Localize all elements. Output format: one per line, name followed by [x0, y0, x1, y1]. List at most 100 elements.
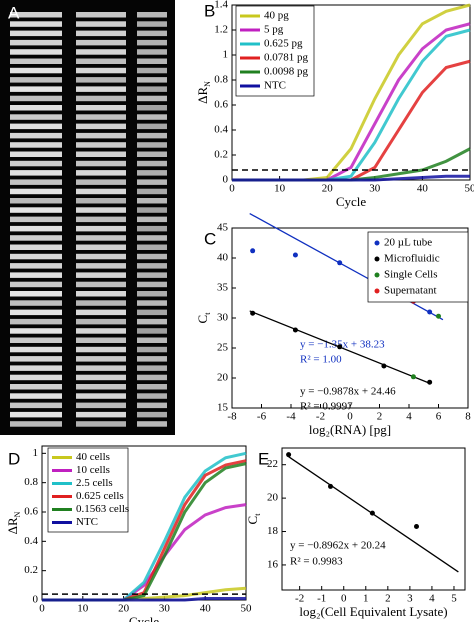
x-tick-label: -4: [286, 411, 296, 423]
legend-box: [47, 447, 129, 533]
chamber: [137, 300, 167, 306]
chamber: [10, 216, 62, 223]
chamber: [76, 142, 126, 148]
chamber: [76, 365, 126, 371]
fit-r2: R² = 1.00: [300, 354, 342, 366]
y-tick-label: 0: [33, 594, 39, 606]
fit-equation: y = −1.35x + 38.23: [300, 339, 385, 351]
x-tick-label: 0: [347, 411, 353, 423]
y-axis-label-main: C: [245, 516, 260, 525]
legend-label: 0.0098 pg: [264, 66, 309, 78]
chamber: [137, 188, 167, 195]
fit-equation: y = −0.9878x + 24.46: [300, 386, 396, 398]
legend-label: NTC: [264, 80, 286, 92]
legend-label: 40 pg: [264, 10, 289, 22]
x-tick-label: 3: [407, 593, 413, 605]
x-tick-label: -6: [257, 411, 267, 423]
x-tick-label: -1: [317, 593, 326, 605]
y-tick-label: 22: [267, 458, 278, 470]
chamber: [137, 318, 167, 325]
point: [328, 483, 334, 489]
y-tick-label: 1.4: [214, 0, 228, 11]
y-tick-label: 0: [223, 174, 229, 186]
chamber: [137, 272, 167, 278]
chamber: [10, 253, 62, 260]
y-axis-label-main: ΔR: [5, 517, 20, 534]
x-tick-label: 10: [77, 603, 89, 615]
chamber: [76, 272, 126, 278]
legend-label: Microfluidic: [384, 253, 440, 265]
chamber: [137, 114, 167, 120]
x-tick-label: -2: [316, 411, 325, 423]
chamber: [76, 402, 126, 409]
legend-swatch: [374, 272, 380, 278]
chamber: [137, 30, 167, 37]
y-tick-label: 0.2: [24, 564, 38, 576]
chamber: [137, 67, 167, 74]
chamber: [10, 105, 62, 111]
chamber: [10, 356, 62, 362]
y-tick-label: 40: [217, 252, 229, 264]
y-tick-label: 16: [267, 558, 279, 570]
curve: [42, 597, 246, 602]
x-tick-label: 0: [39, 603, 45, 615]
chamber: [10, 132, 62, 139]
chamber: [76, 198, 126, 204]
y-axis-label-sub: t: [203, 312, 212, 315]
chamber: [137, 421, 167, 427]
chamber: [10, 67, 62, 74]
chamber: [10, 263, 62, 269]
legend-box: [235, 5, 315, 97]
chamber: [137, 356, 167, 362]
chamber: [10, 421, 62, 427]
x-tick-label: -2: [295, 593, 304, 605]
y-tick-label: 0.4: [214, 124, 228, 136]
chamber: [137, 281, 167, 288]
legend-label: 40 cells: [76, 451, 110, 463]
chamber: [10, 337, 62, 343]
x-tick-label: 4: [429, 593, 435, 605]
chamber: [76, 105, 126, 111]
x-axis-label: Cycle: [336, 194, 367, 209]
chamber: [10, 198, 62, 204]
x-tick-label: -8: [227, 411, 237, 423]
y-tick-label: 0.8: [214, 74, 228, 86]
chamber: [137, 58, 167, 64]
chamber: [137, 105, 167, 111]
chamber: [76, 12, 126, 18]
chamber: [76, 123, 126, 130]
chamber: [137, 411, 167, 418]
chamber: [10, 77, 62, 83]
x-tick-label: 2: [385, 593, 391, 605]
x-tick-label: 20: [118, 603, 130, 615]
chamber: [10, 328, 62, 334]
chamber: [10, 123, 62, 130]
x-tick-label: 2: [377, 411, 383, 423]
chamber: [10, 384, 62, 390]
chamber: [10, 272, 62, 278]
chamber: [76, 244, 126, 250]
chamber: [76, 151, 126, 157]
chamber: [10, 95, 62, 102]
chamber: [137, 263, 167, 269]
legend-swatch: [374, 240, 380, 246]
point: [427, 309, 433, 315]
x-tick-label: 20: [322, 183, 334, 195]
legend-swatch: [374, 256, 380, 262]
y-tick-label: 1: [33, 447, 39, 459]
chamber: [10, 235, 62, 241]
chamber: [76, 207, 126, 213]
chamber: [76, 188, 126, 195]
chamber: [137, 86, 167, 92]
y-tick-label: 0.6: [214, 99, 228, 111]
chamber: [10, 21, 62, 27]
chamber: [76, 179, 126, 185]
x-tick-label: 10: [274, 183, 286, 195]
point: [427, 379, 433, 385]
chamber: [76, 346, 126, 353]
y-axis-label: ΔRN: [5, 511, 22, 534]
chamber: [10, 170, 62, 176]
panel-label: C: [204, 229, 216, 248]
x-axis-label: log₂(RNA) [pg]: [309, 422, 391, 437]
